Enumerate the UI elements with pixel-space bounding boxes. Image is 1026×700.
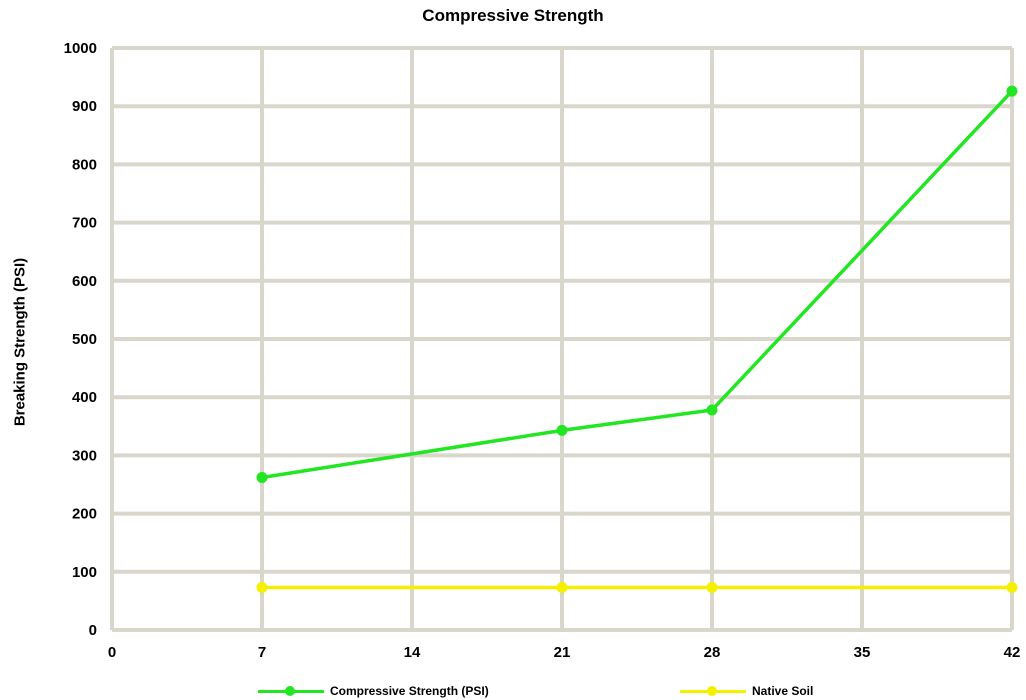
x-tick-label: 14	[404, 644, 421, 661]
y-tick-label: 100	[72, 564, 97, 581]
data-point	[256, 582, 268, 594]
y-tick-label: 300	[72, 447, 97, 464]
x-tick-label: 0	[108, 644, 116, 661]
legend-label: Compressive Strength (PSI)	[330, 684, 489, 698]
legend-swatch	[680, 685, 746, 697]
legend-label: Native Soil	[752, 684, 814, 698]
data-point	[1006, 582, 1018, 594]
y-tick-label: 700	[72, 215, 97, 232]
data-point	[706, 582, 718, 594]
x-tick-label: 42	[1004, 644, 1021, 661]
data-point	[706, 404, 718, 416]
x-tick-label: 21	[554, 644, 571, 661]
grid-layer	[110, 46, 1014, 632]
y-tick-label: 1000	[64, 40, 97, 57]
y-tick-label: 900	[72, 98, 97, 115]
x-tick-label: 7	[258, 644, 266, 661]
data-point	[556, 424, 568, 436]
data-point	[556, 582, 568, 594]
legend-item-compressive-strength: Compressive Strength (PSI)	[258, 684, 489, 698]
chart-title: Compressive Strength	[422, 6, 604, 25]
y-tick-label: 200	[72, 506, 97, 523]
series-layer	[256, 85, 1018, 594]
x-tick-label: 28	[704, 644, 721, 661]
y-tick-label: 500	[72, 331, 97, 348]
y-tick-label: 800	[72, 156, 97, 173]
y-tick-label: 400	[72, 389, 97, 406]
y-tick-label: 0	[89, 622, 97, 639]
tick-layer: 0 7 14 21 28 35 42 0 100 200 300 400 500 600 700 800 900…	[64, 40, 1021, 661]
x-tick-label: 35	[854, 644, 871, 661]
y-tick-label: 600	[72, 273, 97, 290]
legend-swatch	[258, 685, 324, 697]
legend-item-native-soil: Native Soil	[680, 684, 813, 698]
data-point	[1006, 85, 1018, 97]
series-line	[261, 89, 1014, 480]
data-point	[256, 472, 268, 484]
